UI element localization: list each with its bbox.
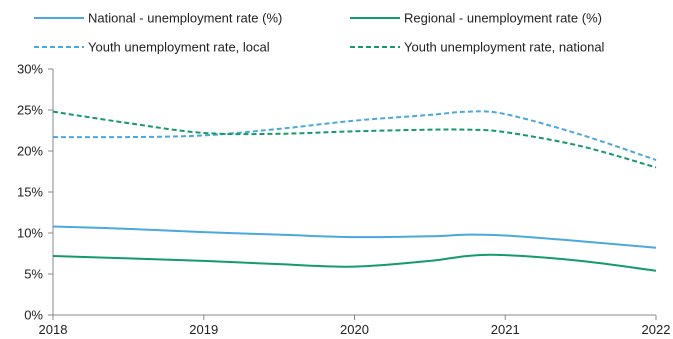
series-line-4 [52,110,657,169]
y-tick-label: 0% [24,308,43,323]
x-tick-label: 2020 [340,322,369,337]
legend-label-2: Regional - unemployment rate (%) [404,11,602,26]
series-layer [52,110,657,272]
y-tick-label: 15% [17,185,43,200]
y-tick-label: 20% [17,144,43,159]
x-tick-label: 2022 [642,322,671,337]
y-tick-label: 25% [17,103,43,118]
y-tick-label: 5% [24,267,43,282]
legend: National - unemployment rate (%) Regional… [34,11,605,55]
series-line-2 [52,253,657,272]
y-tick-label: 30% [17,62,43,77]
series-line-3 [52,110,657,161]
legend-label-3: Youth unemployment rate, local [88,40,270,55]
legend-label-1: National - unemployment rate (%) [88,11,282,26]
x-tick-label: 2019 [189,322,218,337]
x-axis: 2018 2019 2020 2021 2022 [39,314,671,337]
series-line-1 [52,225,657,249]
y-tick-label: 10% [17,226,43,241]
legend-label-4: Youth unemployment rate, national [404,40,605,55]
y-axis: 0% 5% 10% 15% 20% 25% 30% [17,62,54,323]
x-tick-label: 2018 [39,322,68,337]
x-tick-label: 2021 [491,322,520,337]
